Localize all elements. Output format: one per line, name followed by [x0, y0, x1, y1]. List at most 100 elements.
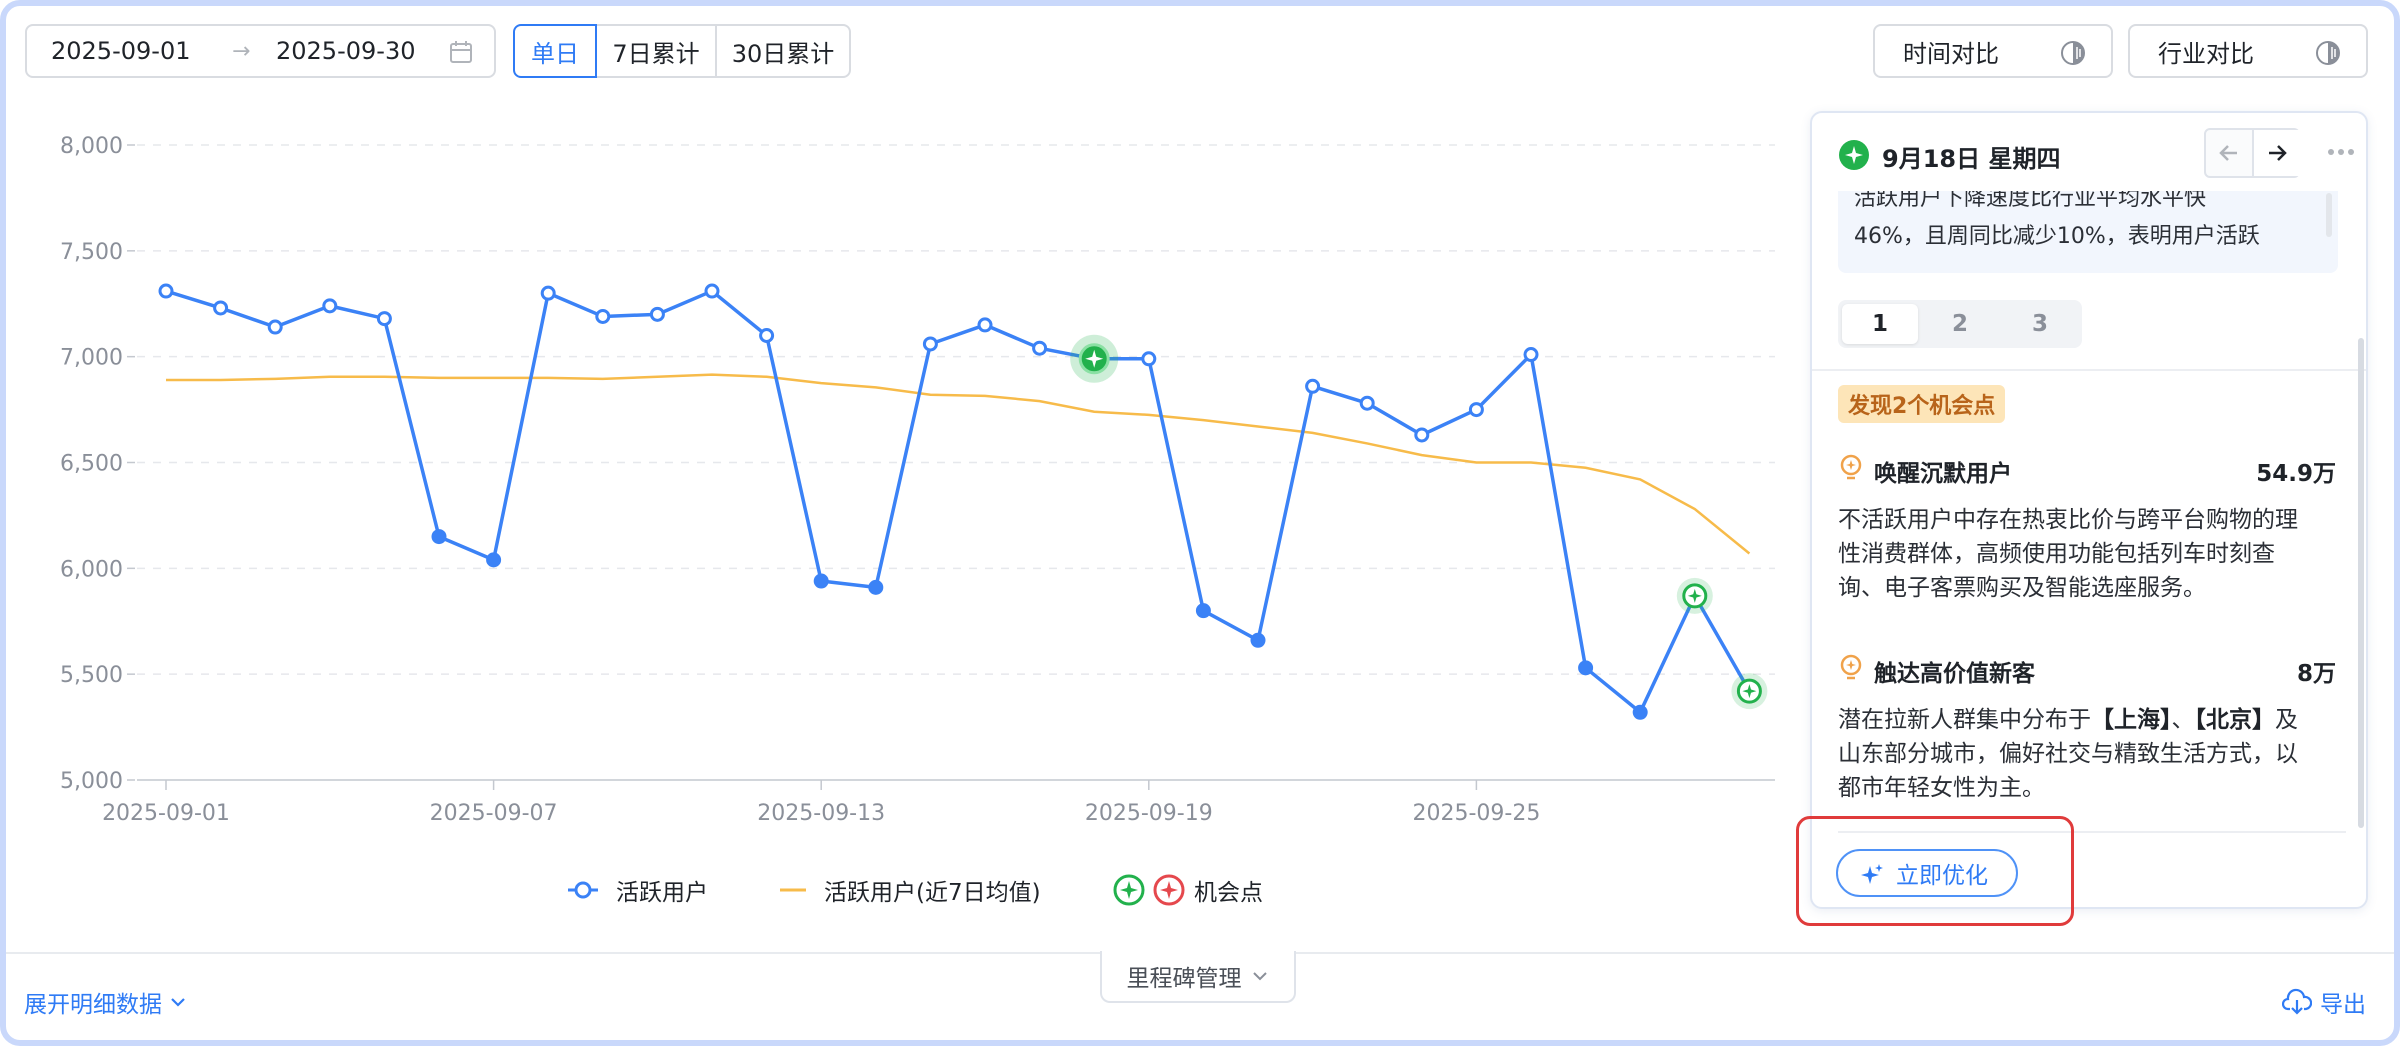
insight-page-tabs: 1 2 3	[1838, 300, 2082, 348]
opportunity-marker-icon	[1113, 874, 1185, 906]
time-compare-label: 时间对比	[1903, 39, 1999, 68]
y-tick-label: 6,000	[60, 557, 123, 582]
summary-line: 活跃用户下降速度比行业平均水平快	[1854, 191, 2207, 211]
panel-date: 9月18日 星期四	[1882, 145, 2061, 173]
x-tick-label: 2025-09-19	[1085, 801, 1213, 826]
data-point	[1032, 340, 1048, 356]
calendar-icon[interactable]	[448, 39, 474, 65]
range-arrow-icon: →	[232, 38, 251, 64]
y-tick-label: 5,500	[60, 663, 123, 688]
data-point	[1414, 427, 1430, 443]
description-line: 不活跃用户中存在热衷比价与跨平台购物的理	[1838, 507, 2298, 533]
lightbulb-icon	[1840, 654, 1862, 680]
data-point	[1578, 660, 1594, 676]
sparkle-icon	[1742, 684, 1757, 699]
y-tick-label: 6,500	[60, 452, 123, 477]
granularity-switch: 单日 7日累计 30日累计	[513, 24, 851, 78]
expand-details-label: 展开明细数据	[24, 992, 162, 1018]
data-point	[1305, 378, 1321, 394]
highlight-box	[1796, 816, 2074, 926]
optimize-now-label: 立即优化	[1896, 863, 1988, 889]
data-point	[977, 317, 993, 333]
date-range-picker[interactable]: 2025-09-01 → 2025-09-30	[25, 24, 496, 78]
legend-item-opportunity[interactable]: 机会点	[1112, 870, 1263, 910]
y-tick-label: 8,000	[60, 134, 123, 159]
active-users-line-chart[interactable]: 8,000 7,500 7,000 6,500 6,000 5,500 5,000 2025-…	[0, 100, 1790, 840]
legend-line-circle-icon	[568, 881, 598, 899]
description-line: 性消费群体，高频使用功能包括列车时刻查	[1838, 541, 2275, 567]
next-arrow-icon[interactable]	[2252, 130, 2300, 176]
y-tick-label: 7,500	[60, 240, 123, 265]
chevron-down-icon	[1252, 972, 1267, 981]
panel-scrollbar[interactable]	[2358, 338, 2364, 828]
opportunity-value: 54.9万	[2256, 461, 2336, 487]
legend-item-active-users[interactable]: 活跃用户	[566, 870, 708, 910]
industry-compare-button[interactable]: 行业对比	[2128, 24, 2368, 78]
data-point	[595, 308, 611, 324]
insight-summary: 活跃用户下降速度比行业平均水平快 46%，且周同比减少10%，表明用户活跃	[1838, 191, 2338, 273]
date-start[interactable]: 2025-09-01	[51, 37, 191, 65]
opportunity-point	[1676, 577, 1713, 614]
panel-pager	[2204, 128, 2300, 178]
export-button[interactable]: 导出	[2282, 985, 2366, 1019]
opportunity-point	[1070, 334, 1119, 383]
chart-legend: 活跃用户 活跃用户(近7日均值) 机会点	[0, 870, 1780, 910]
time-compare-button[interactable]: 时间对比	[1873, 24, 2113, 78]
data-point	[1523, 347, 1539, 363]
summary-scrollbar[interactable]	[2326, 193, 2332, 237]
data-point	[759, 328, 775, 343]
sparkle-icon	[1085, 349, 1104, 368]
data-point	[267, 319, 283, 335]
page-tab-1[interactable]: 1	[1842, 304, 1918, 344]
y-tick-label: 5,000	[60, 769, 123, 794]
granularity-7day-button[interactable]: 7日累计	[595, 24, 717, 78]
data-point	[1250, 632, 1266, 648]
opportunity-description: 潜在拉新人群集中分布于【上海】、【北京】及 山东部分城市，偏好社交与精致生活方式…	[1838, 703, 2338, 805]
opportunity-point	[1731, 673, 1768, 710]
legend-label: 活跃用户(近7日均值)	[824, 880, 1041, 906]
granularity-daily-button[interactable]: 单日	[513, 24, 597, 78]
data-point	[376, 311, 392, 327]
legend-label: 活跃用户	[616, 880, 708, 906]
opportunity-title: 唤醒沉默用户	[1874, 461, 2012, 487]
chevron-down-icon	[171, 998, 185, 1007]
sparkle-icon	[1861, 864, 1883, 884]
page-tab-3[interactable]: 3	[2031, 311, 2048, 337]
data-point	[813, 573, 829, 589]
legend-item-7day-avg[interactable]: 活跃用户(近7日均值)	[776, 870, 1041, 910]
expand-details-link[interactable]: 展开明细数据	[24, 985, 188, 1019]
optimize-now-button[interactable]: 立即优化	[1836, 849, 2018, 897]
data-point	[1359, 395, 1375, 411]
summary-line: 46%，且周同比减少10%，表明用户活跃	[1854, 224, 2260, 249]
description-line: 山东部分城市，偏好社交与精致生活方式，以	[1838, 741, 2298, 767]
milestone-management-button[interactable]: 里程碑管理	[1100, 951, 1296, 1003]
sparkle-icon	[1687, 588, 1702, 603]
data-point	[322, 298, 338, 314]
y-tick-label: 7,000	[60, 346, 123, 371]
x-tick-label: 2025-09-07	[430, 801, 558, 826]
x-tick-label: 2025-09-13	[757, 801, 885, 826]
series-line-active-users	[165, 289, 1751, 715]
industry-compare-label: 行业对比	[2158, 39, 2254, 68]
legend-label: 机会点	[1194, 880, 1263, 906]
data-point	[1632, 704, 1648, 720]
cloud-download-icon	[2282, 988, 2312, 1015]
series-line-7day-avg	[166, 373, 1751, 555]
prev-arrow-icon[interactable]	[2206, 130, 2252, 176]
opportunity-insight-panel: 9月18日 星期四 活跃用户下降速度比行业平均水平快 46%，且周同比减少10%…	[1810, 111, 2368, 909]
description-line: 询、电子客票购买及智能选座服务。	[1838, 575, 2206, 601]
date-end[interactable]: 2025-09-30	[276, 37, 416, 65]
data-point	[1468, 402, 1484, 418]
description-line: 都市年轻女性为主。	[1838, 775, 2045, 801]
data-point	[649, 306, 665, 322]
granularity-30day-button[interactable]: 30日累计	[715, 24, 851, 78]
more-icon[interactable]	[2326, 137, 2356, 167]
panel-header: 9月18日 星期四	[1812, 113, 2366, 193]
half-circle-toggle-icon	[2061, 41, 2085, 65]
data-point	[868, 579, 884, 595]
page-tab-2[interactable]: 2	[1951, 311, 1968, 337]
data-point	[486, 552, 502, 568]
data-point	[540, 285, 556, 301]
data-point	[1195, 603, 1211, 619]
data-point	[213, 300, 229, 316]
